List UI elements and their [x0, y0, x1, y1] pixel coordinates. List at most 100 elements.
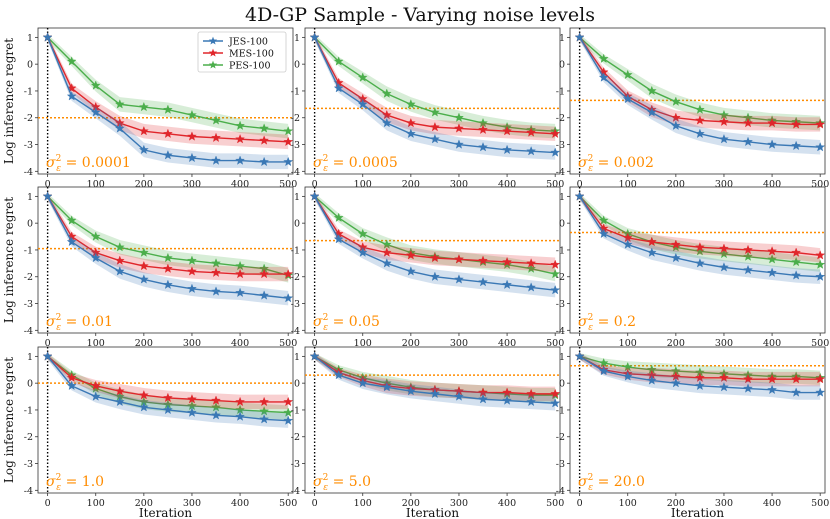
- marker-mes-100: [502, 125, 512, 136]
- x-tick-label: 400: [498, 338, 516, 349]
- plot-area: [570, 187, 825, 333]
- x-tick-label: 500: [811, 498, 829, 509]
- marker-mes-100: [138, 125, 149, 136]
- marker-jes-100: [381, 258, 392, 268]
- marker-mes-100: [187, 131, 197, 141]
- legend-frame: [197, 31, 287, 73]
- marker-jes-100: [478, 142, 488, 152]
- x-tick-label: 200: [402, 338, 420, 349]
- marker-jes-100: [550, 147, 560, 157]
- marker-jes-100: [259, 156, 270, 167]
- band-jes-100: [314, 353, 556, 411]
- marker-jes-100: [429, 271, 440, 281]
- y-tick-label: -3: [291, 299, 300, 310]
- y-tick-label: -2: [291, 272, 300, 283]
- marker-jes-100: [767, 139, 777, 149]
- band-pes-100: [47, 353, 289, 420]
- marker-jes-100: [670, 252, 681, 263]
- x-tick-label: 0: [577, 338, 583, 349]
- x-tick-label: 100: [87, 338, 105, 349]
- y-tick-label: 1: [559, 352, 565, 363]
- band-pes-100: [314, 193, 556, 282]
- marker-jes-100: [187, 407, 197, 417]
- x-tick-label: 200: [667, 498, 685, 509]
- y-tick-label: -2: [24, 113, 33, 124]
- band-pes-100: [579, 193, 821, 272]
- subplot-1: 0 100 200 300 400 500 1 0 -1 -2 -3 -4 σ2 ε = 0.0001 Lo…: [2, 27, 297, 190]
- marker-mes-100: [429, 252, 440, 263]
- marker-mes-100: [405, 250, 416, 260]
- axes-frame: [304, 346, 561, 494]
- marker-mes-100: [526, 127, 537, 137]
- plot-area: [38, 28, 293, 174]
- y-tick-label: -1: [556, 405, 565, 416]
- marker-pes-100: [719, 248, 729, 259]
- marker-jes-100: [502, 279, 512, 289]
- y-tick-label: -1: [24, 405, 33, 416]
- x-tick-label: 400: [498, 179, 516, 190]
- marker-jes-100: [454, 274, 464, 284]
- marker-mes-100: [815, 250, 825, 260]
- marker-jes-100: [454, 391, 464, 401]
- y-tick-label: 0: [294, 379, 300, 390]
- y-tick-label: -1: [24, 245, 33, 256]
- marker-jes-100: [211, 410, 221, 420]
- marker-jes-100: [90, 107, 101, 117]
- x-tick-label: 100: [619, 498, 637, 509]
- marker-jes-100: [235, 155, 245, 165]
- subplot-6: 0 100 200 300 400 500 1 0 -1 -2 -3 -4 σ2 ε = 0.2: [556, 186, 829, 349]
- marker-pes-100: [767, 254, 777, 264]
- x-axis-label: Iteration: [406, 506, 459, 519]
- marker-mes-100: [646, 236, 657, 247]
- marker-pes-100: [670, 96, 681, 106]
- x-tick-label: 300: [715, 498, 733, 509]
- marker-jes-100: [598, 72, 609, 82]
- marker-pes-100: [502, 259, 512, 269]
- marker-jes-100: [670, 377, 681, 388]
- x-tick-label: 300: [450, 179, 468, 190]
- band-mes-100: [579, 193, 821, 263]
- marker-pes-100: [66, 56, 77, 66]
- y-tick-label: 1: [294, 352, 300, 363]
- noise-value: 5.0: [349, 474, 371, 490]
- marker-jes-100: [138, 402, 149, 412]
- marker-jes-100: [138, 274, 149, 284]
- marker-jes-100: [381, 117, 392, 128]
- x-tick-label: 300: [183, 179, 201, 190]
- noise-value: 0.2: [614, 314, 636, 330]
- axes-frame: [37, 346, 294, 494]
- y-tick-label: -1: [556, 245, 565, 256]
- marker-pes-100: [259, 123, 270, 133]
- plot-area: [305, 28, 560, 174]
- x-tick-label: 400: [763, 179, 781, 190]
- marker-mes-100: [283, 268, 293, 279]
- x-tick-label: 200: [135, 338, 153, 349]
- marker-jes-100: [429, 133, 440, 144]
- marker-jes-100: [550, 284, 560, 295]
- marker-jes-100: [574, 191, 585, 201]
- x-tick-label: 300: [715, 179, 733, 190]
- noise-annotation: σ2 ε = 0.05: [313, 313, 380, 333]
- marker-pes-100: [90, 80, 101, 90]
- marker-jes-100: [259, 290, 270, 300]
- marker-mes-100: [454, 254, 464, 264]
- marker-jes-100: [162, 279, 173, 289]
- marker-jes-100: [42, 32, 53, 42]
- band-mes-100: [579, 34, 821, 132]
- marker-pes-100: [187, 255, 197, 265]
- x-tick-label: 300: [183, 338, 201, 349]
- marker-mes-100: [478, 124, 488, 134]
- marker-mes-100: [670, 112, 681, 122]
- marker-pes-100: [405, 99, 416, 109]
- x-tick-label: 100: [354, 338, 372, 349]
- x-tick-label: 100: [619, 179, 637, 190]
- plot-area: [570, 28, 825, 174]
- marker-mes-100: [719, 116, 729, 126]
- marker-pes-100: [235, 120, 245, 130]
- subplot-7: 0 100 200 300 400 500 1 0 -1 -2 -3 -4 σ2 ε = 1.0 Log i…: [2, 346, 297, 519]
- y-tick-label: -2: [556, 272, 565, 283]
- marker-jes-100: [357, 377, 368, 388]
- marker-mes-100: [211, 267, 221, 277]
- marker-mes-100: [259, 135, 270, 145]
- marker-mes-100: [187, 394, 197, 404]
